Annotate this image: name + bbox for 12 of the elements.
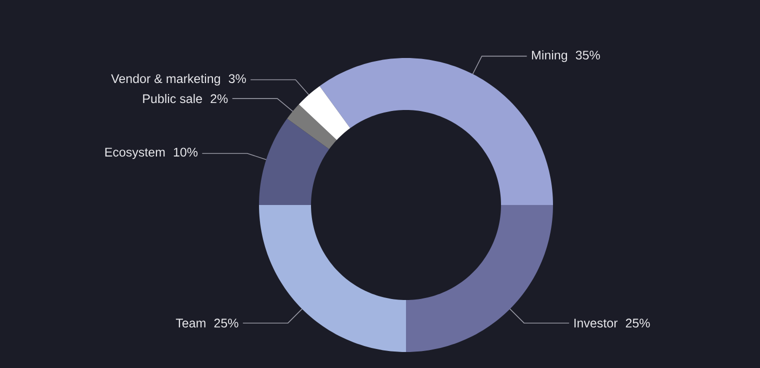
data-label: 3%	[228, 74, 246, 84]
slice-label: Team	[176, 318, 206, 328]
slice-label: Vendor & marketing	[111, 74, 220, 86]
data-label: 25%	[214, 318, 238, 328]
slice-label: Mining	[532, 50, 568, 62]
data-label: 25%	[626, 318, 650, 328]
data-label: 35%	[576, 50, 600, 60]
slice-label: Ecosystem	[105, 148, 165, 160]
slice-label: Public sale	[143, 94, 202, 104]
data-label: 10%	[174, 148, 198, 157]
slice-label: Investor	[574, 318, 618, 328]
data-label: 2%	[210, 94, 228, 104]
